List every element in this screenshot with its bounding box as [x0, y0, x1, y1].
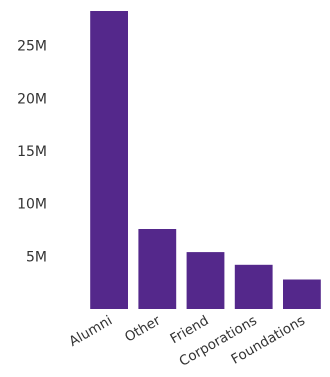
y-axis: 5M 10M 15M 20M 25M [17, 39, 47, 266]
y-tick-label: 25M [17, 39, 47, 55]
y-tick-label: 5M [26, 249, 47, 265]
y-tick-label: 15M [17, 144, 47, 160]
bar-foundations[interactable] [283, 279, 321, 310]
x-tick-label: Other [122, 312, 164, 345]
bar-other[interactable] [138, 229, 177, 309]
bar-corporations[interactable] [234, 264, 273, 309]
bars [90, 11, 321, 309]
y-tick-label: 20M [17, 91, 47, 107]
bar-alumni[interactable] [90, 11, 128, 309]
y-tick-label: 10M [17, 197, 47, 213]
x-tick-label: Alumni [66, 313, 115, 350]
bar-friend[interactable] [186, 252, 225, 309]
